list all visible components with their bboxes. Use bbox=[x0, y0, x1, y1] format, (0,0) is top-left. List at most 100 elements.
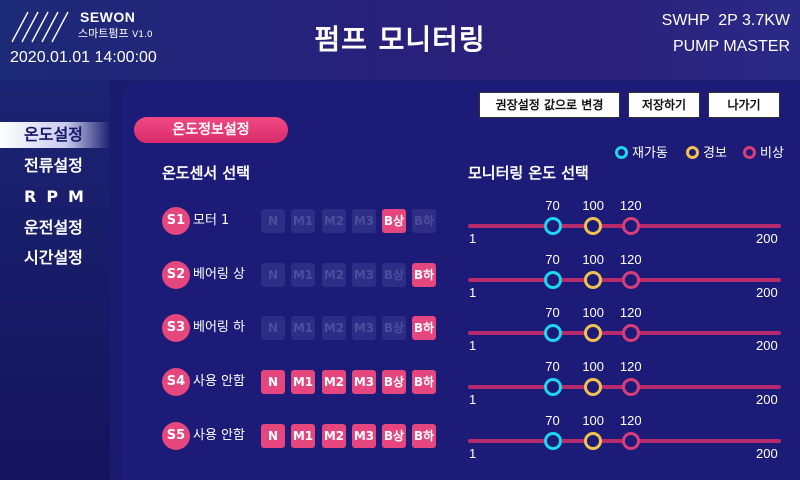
sensor-option-button[interactable]: N bbox=[261, 263, 285, 287]
restart-threshold-knob[interactable] bbox=[543, 378, 562, 396]
emergency-ring-icon bbox=[743, 146, 756, 159]
range-min-label: 1 bbox=[469, 446, 477, 461]
header-bar: SEWON 스마트펌프 V1.0 2020.01.01 14:00:00 펌프 … bbox=[0, 0, 800, 80]
range-max-label: 200 bbox=[756, 338, 778, 353]
emergency-threshold-knob[interactable] bbox=[621, 432, 640, 450]
page-title: 펌프 모니터링 bbox=[314, 23, 486, 56]
sensor-option-button[interactable]: B상 bbox=[382, 424, 406, 448]
datetime-display: 2020.01.01 14:00:00 bbox=[10, 49, 157, 66]
sensor-option-button[interactable]: N bbox=[261, 370, 285, 394]
sensor-option-button[interactable]: M2 bbox=[322, 370, 346, 394]
sensor-option-button[interactable]: M2 bbox=[322, 424, 346, 448]
range-min-label: 1 bbox=[469, 338, 477, 353]
emergency-threshold-knob[interactable] bbox=[621, 217, 640, 235]
sensor-option-button[interactable]: N bbox=[261, 209, 285, 233]
sensor-option-button[interactable]: N bbox=[261, 316, 285, 340]
sensor-option-button[interactable]: B상 bbox=[382, 370, 406, 394]
sensor-option-button[interactable]: M2 bbox=[322, 209, 346, 233]
legend-alarm: 경보 bbox=[686, 142, 727, 161]
sensor-badge: S5 bbox=[162, 422, 190, 450]
restart-threshold-knob[interactable] bbox=[543, 432, 562, 450]
brand-sub-label: 스마트펌프 bbox=[78, 27, 129, 40]
emergency-threshold-value: 120 bbox=[619, 305, 642, 320]
reset-recommended-button[interactable]: 권장설정 값으로 변경 bbox=[479, 92, 620, 118]
sensor-option-button[interactable]: B상 bbox=[382, 209, 406, 233]
sensor-option-button[interactable]: M3 bbox=[352, 316, 376, 340]
restart-threshold-knob[interactable] bbox=[543, 271, 562, 289]
sidebar-item-temperature[interactable]: 온도설정 bbox=[0, 122, 110, 148]
save-button[interactable]: 저장하기 bbox=[628, 92, 700, 118]
range-min-label: 1 bbox=[469, 231, 477, 246]
alarm-ring-icon bbox=[686, 146, 699, 159]
alarm-threshold-value: 100 bbox=[582, 198, 605, 213]
emergency-threshold-value: 120 bbox=[619, 252, 642, 267]
emergency-threshold-knob[interactable] bbox=[621, 271, 640, 289]
range-min-label: 1 bbox=[469, 392, 477, 407]
sensor-name: 베어링 상 bbox=[193, 267, 245, 282]
sensor-option-button[interactable]: M1 bbox=[291, 209, 315, 233]
sensor-badge: S1 bbox=[162, 207, 190, 235]
sidebar-item-time[interactable]: 시간설정 bbox=[24, 248, 83, 267]
sensor-option-button[interactable]: M3 bbox=[352, 209, 376, 233]
sidebar-item-rpm[interactable]: RPM bbox=[24, 187, 94, 206]
emergency-threshold-knob[interactable] bbox=[621, 324, 640, 342]
restart-threshold-knob[interactable] bbox=[543, 217, 562, 235]
brand-subtitle: 스마트펌프 V1.0 bbox=[78, 25, 153, 41]
brand-logo-icon bbox=[11, 11, 69, 43]
sensor-option-button[interactable]: B하 bbox=[412, 424, 436, 448]
sensor-option-button[interactable]: B상 bbox=[382, 316, 406, 340]
sensor-option-button[interactable]: B하 bbox=[412, 263, 436, 287]
sensor-name: 모터 1 bbox=[193, 213, 230, 228]
sensor-option-button[interactable]: B상 bbox=[382, 263, 406, 287]
alarm-threshold-knob[interactable] bbox=[584, 432, 603, 450]
alarm-threshold-value: 100 bbox=[582, 252, 605, 267]
sensor-option-button[interactable]: M1 bbox=[291, 370, 315, 394]
sensor-option-button[interactable]: B하 bbox=[412, 370, 436, 394]
sensor-option-button[interactable]: B하 bbox=[412, 209, 436, 233]
alarm-threshold-value: 100 bbox=[582, 359, 605, 374]
sensor-option-button[interactable]: M3 bbox=[352, 424, 376, 448]
sensor-option-button[interactable]: N bbox=[261, 424, 285, 448]
range-max-label: 200 bbox=[756, 285, 778, 300]
brand-name: SEWON bbox=[80, 9, 136, 25]
section-title: 온도정보설정 bbox=[134, 117, 288, 143]
sensor-option-button[interactable]: B하 bbox=[412, 316, 436, 340]
restart-ring-icon bbox=[615, 146, 628, 159]
model-name: PUMP MASTER bbox=[672, 38, 790, 55]
range-min-label: 1 bbox=[469, 285, 477, 300]
alarm-threshold-knob[interactable] bbox=[584, 324, 603, 342]
restart-threshold-value: 70 bbox=[545, 359, 560, 374]
range-max-label: 200 bbox=[756, 231, 778, 246]
sidebar-item-operation[interactable]: 운전설정 bbox=[24, 218, 83, 237]
restart-threshold-value: 70 bbox=[545, 252, 560, 267]
sidebar-item-current[interactable]: 전류설정 bbox=[24, 156, 83, 175]
exit-button[interactable]: 나가기 bbox=[708, 92, 780, 118]
sensor-option-button[interactable]: M3 bbox=[352, 370, 376, 394]
alarm-threshold-value: 100 bbox=[582, 305, 605, 320]
sensor-option-button[interactable]: M1 bbox=[291, 424, 315, 448]
range-max-label: 200 bbox=[756, 392, 778, 407]
sensor-option-button[interactable]: M1 bbox=[291, 263, 315, 287]
sensor-option-button[interactable]: M2 bbox=[322, 263, 346, 287]
sensor-option-button[interactable]: M1 bbox=[291, 316, 315, 340]
emergency-threshold-value: 120 bbox=[619, 413, 642, 428]
sensor-badge: S3 bbox=[162, 314, 190, 342]
emergency-threshold-knob[interactable] bbox=[621, 378, 640, 396]
restart-threshold-knob[interactable] bbox=[543, 324, 562, 342]
sensor-select-heading: 온도센서 선택 bbox=[162, 164, 251, 182]
alarm-threshold-value: 100 bbox=[582, 413, 605, 428]
sensor-name: 사용 안함 bbox=[193, 428, 245, 443]
range-max-label: 200 bbox=[756, 446, 778, 461]
alarm-threshold-knob[interactable] bbox=[584, 271, 603, 289]
sensor-badge: S4 bbox=[162, 368, 190, 396]
monitor-select-heading: 모니터링 온도 선택 bbox=[468, 164, 589, 182]
alarm-threshold-knob[interactable] bbox=[584, 217, 603, 235]
model-spec: SWHP 2P 3.7KW bbox=[661, 12, 790, 29]
sensor-option-button[interactable]: M2 bbox=[322, 316, 346, 340]
sensor-option-button[interactable]: M3 bbox=[352, 263, 376, 287]
restart-threshold-value: 70 bbox=[545, 305, 560, 320]
sensor-name: 베어링 하 bbox=[193, 320, 245, 335]
emergency-threshold-value: 120 bbox=[619, 359, 642, 374]
restart-threshold-value: 70 bbox=[545, 198, 560, 213]
alarm-threshold-knob[interactable] bbox=[584, 378, 603, 396]
